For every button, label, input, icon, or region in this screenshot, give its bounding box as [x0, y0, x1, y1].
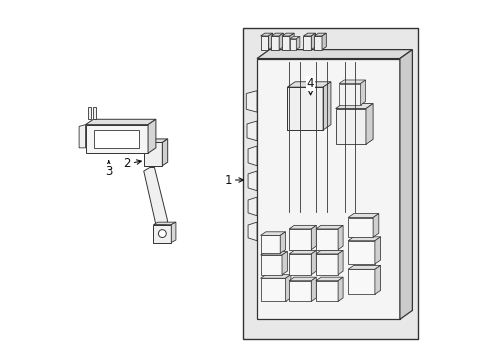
- Bar: [88, 107, 91, 119]
- Bar: [260, 235, 280, 253]
- Polygon shape: [322, 33, 325, 50]
- Polygon shape: [289, 33, 294, 50]
- Polygon shape: [268, 33, 272, 50]
- Polygon shape: [315, 225, 343, 229]
- Polygon shape: [153, 225, 171, 243]
- Bar: [287, 87, 323, 130]
- Bar: [315, 281, 337, 301]
- Polygon shape: [335, 104, 372, 109]
- Polygon shape: [347, 237, 380, 241]
- Bar: [347, 217, 372, 237]
- Bar: [339, 84, 360, 105]
- Text: 3: 3: [105, 161, 112, 177]
- Polygon shape: [315, 250, 343, 254]
- Text: 4: 4: [306, 77, 314, 95]
- Polygon shape: [260, 232, 285, 235]
- Bar: [288, 229, 311, 249]
- Bar: [282, 36, 289, 50]
- Polygon shape: [311, 225, 316, 249]
- Bar: [315, 229, 337, 249]
- Polygon shape: [337, 277, 343, 301]
- Polygon shape: [347, 213, 378, 217]
- Bar: [335, 109, 365, 144]
- Polygon shape: [257, 50, 411, 59]
- Bar: [347, 269, 374, 294]
- Polygon shape: [162, 139, 167, 166]
- Polygon shape: [313, 33, 325, 36]
- Bar: [271, 36, 279, 50]
- Polygon shape: [271, 33, 283, 36]
- Bar: [315, 254, 337, 275]
- Circle shape: [158, 230, 166, 238]
- Polygon shape: [282, 33, 294, 36]
- Polygon shape: [374, 237, 380, 264]
- Polygon shape: [144, 139, 167, 143]
- Polygon shape: [279, 33, 283, 50]
- Polygon shape: [247, 146, 257, 166]
- Polygon shape: [148, 119, 156, 153]
- Polygon shape: [339, 80, 365, 84]
- Polygon shape: [289, 36, 299, 39]
- Polygon shape: [288, 277, 316, 281]
- Bar: [289, 39, 296, 50]
- Polygon shape: [260, 251, 287, 255]
- Polygon shape: [171, 222, 176, 243]
- Polygon shape: [247, 171, 257, 191]
- Polygon shape: [153, 222, 176, 225]
- Text: 2: 2: [123, 157, 141, 170]
- Bar: [144, 143, 162, 166]
- Polygon shape: [143, 167, 167, 225]
- Polygon shape: [315, 277, 343, 281]
- Polygon shape: [372, 213, 378, 237]
- Polygon shape: [85, 125, 148, 153]
- Bar: [257, 59, 399, 319]
- Polygon shape: [323, 82, 330, 130]
- Polygon shape: [285, 275, 290, 301]
- Polygon shape: [288, 250, 316, 254]
- Polygon shape: [246, 121, 257, 141]
- Polygon shape: [260, 275, 290, 278]
- Bar: [347, 241, 374, 264]
- Polygon shape: [260, 33, 272, 36]
- Bar: [94, 130, 139, 148]
- Polygon shape: [247, 222, 257, 241]
- Polygon shape: [79, 125, 85, 148]
- Polygon shape: [280, 232, 285, 253]
- Bar: [313, 36, 322, 50]
- Polygon shape: [311, 250, 316, 275]
- Bar: [287, 87, 323, 130]
- Bar: [260, 255, 282, 275]
- Polygon shape: [337, 250, 343, 275]
- Polygon shape: [246, 91, 257, 112]
- Polygon shape: [303, 33, 315, 36]
- Polygon shape: [360, 80, 365, 105]
- Bar: [260, 278, 285, 301]
- Bar: [288, 254, 311, 275]
- Polygon shape: [374, 265, 380, 294]
- Polygon shape: [311, 277, 316, 301]
- Bar: [93, 107, 96, 119]
- Polygon shape: [296, 36, 299, 50]
- Polygon shape: [247, 197, 257, 216]
- Polygon shape: [287, 82, 330, 87]
- Polygon shape: [85, 119, 156, 125]
- Bar: [288, 281, 311, 301]
- Polygon shape: [365, 104, 372, 144]
- Polygon shape: [347, 265, 380, 269]
- Bar: [260, 36, 268, 50]
- Polygon shape: [399, 50, 411, 319]
- Text: 1: 1: [224, 174, 243, 186]
- Polygon shape: [337, 225, 343, 249]
- Bar: [303, 36, 311, 50]
- Polygon shape: [282, 251, 287, 275]
- Polygon shape: [288, 225, 316, 229]
- Polygon shape: [311, 33, 315, 50]
- Bar: [242, 28, 417, 339]
